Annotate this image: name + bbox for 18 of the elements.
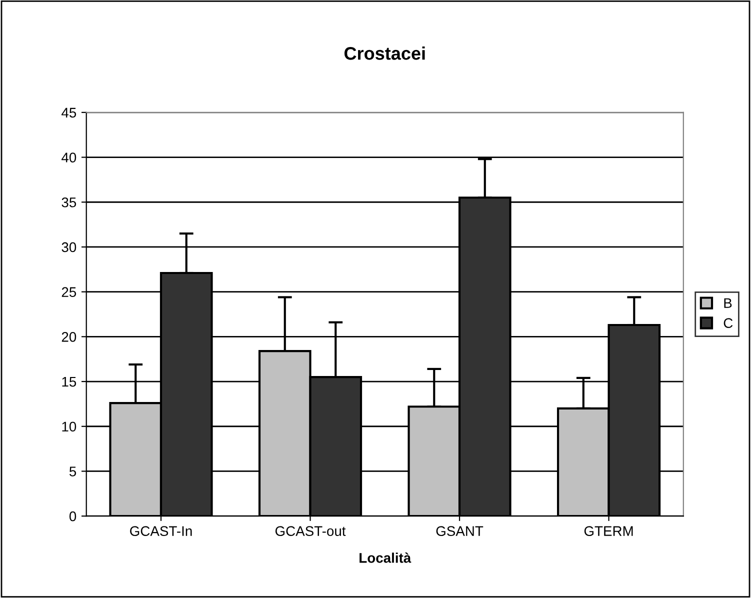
y-tick-label: 10 [62, 422, 76, 432]
x-tick-label: GTERM [584, 526, 633, 536]
x-axis-title: Località [360, 552, 412, 563]
legend-label: B [724, 298, 732, 308]
y-tick-label: 25 [62, 287, 76, 297]
x-tick-label: GCAST-In [130, 526, 192, 536]
x-tick-label: GCAST-out [275, 526, 346, 536]
y-tick-label: 40 [62, 152, 76, 162]
y-tick-label: 45 [62, 108, 76, 118]
y-tick-label: 35 [62, 197, 76, 208]
y-tick-label: 0 [69, 511, 76, 522]
y-tick-label: 5 [69, 466, 76, 476]
chart-title: Crostacei [344, 46, 425, 60]
y-tick-label: 30 [62, 242, 76, 252]
x-tick-label: GSANT [436, 526, 484, 536]
y-tick-label: 20 [62, 332, 76, 342]
y-tick-label: 15 [62, 377, 76, 387]
legend-label: C [724, 318, 733, 328]
